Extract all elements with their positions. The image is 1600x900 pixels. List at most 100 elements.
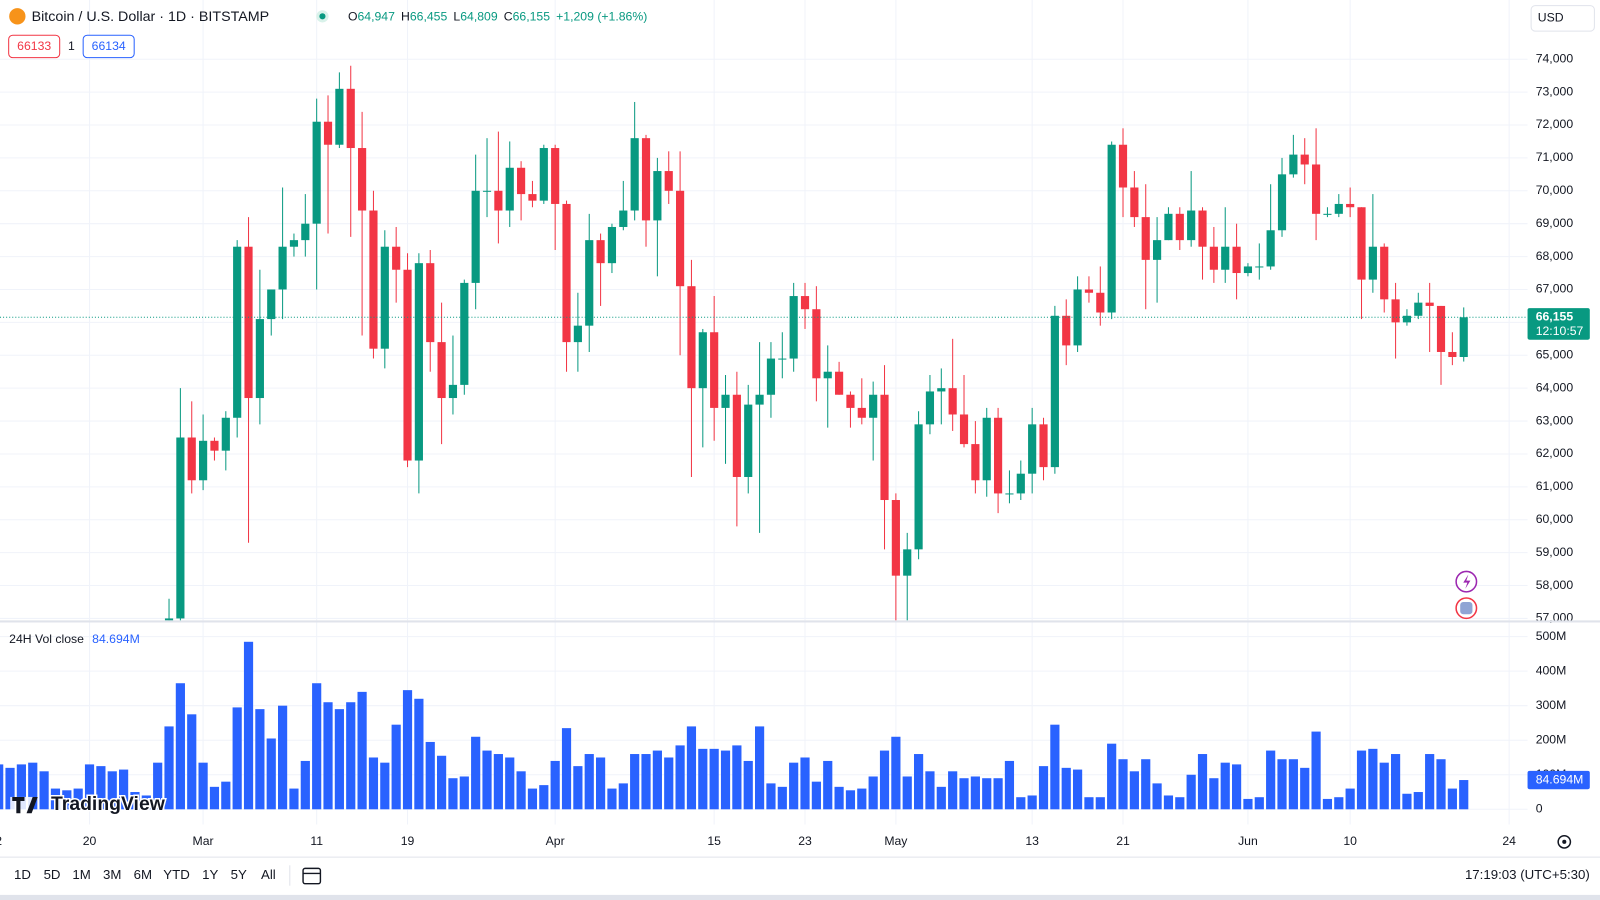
logo-mark (12, 796, 38, 814)
volume-bar (652, 750, 662, 810)
candle-body (505, 167, 514, 211)
candle-body (335, 88, 344, 145)
candle-body (1164, 213, 1173, 241)
candle-body (1016, 473, 1025, 494)
currency[interactable]: USD (1538, 11, 1564, 25)
volume-bar (357, 691, 367, 810)
candle-body (619, 210, 628, 227)
volume-bar (73, 788, 83, 810)
volume-bar (630, 754, 640, 810)
range-button[interactable]: 1D (14, 867, 31, 882)
sell-button[interactable] (8, 34, 61, 59)
candle-body (698, 332, 707, 389)
volume-tag (1527, 770, 1590, 790)
candle-body (664, 171, 673, 191)
candle-body (437, 342, 446, 399)
candle-body (255, 319, 264, 399)
candle-body (1028, 424, 1037, 474)
range-button[interactable]: 1Y (202, 867, 218, 882)
volume-bar (1209, 778, 1219, 810)
candle-body (1334, 203, 1343, 214)
y-tick-label: 70,000 (1536, 183, 1574, 197)
volume-bar (1141, 759, 1151, 810)
volume-bar (1050, 724, 1060, 810)
candle-body (585, 240, 594, 326)
range-button[interactable]: 3M (103, 867, 121, 882)
candle-body (369, 210, 378, 349)
buy-price[interactable]: 66134 (92, 39, 126, 53)
candle-body (1118, 144, 1128, 188)
currency-button[interactable] (1530, 5, 1595, 32)
volume-bar (62, 790, 72, 810)
y-tick-label: 500M (1536, 629, 1567, 643)
volume-legend-title: 24H Vol close (9, 632, 84, 646)
ohlc-key: C (504, 10, 513, 24)
candle-body (1243, 266, 1253, 274)
volume-bar (959, 778, 969, 810)
candle-body (710, 332, 719, 408)
volume-bar (39, 771, 49, 810)
candle-body (766, 358, 776, 395)
range-button[interactable]: 5Y (231, 867, 247, 882)
x-tick-label: 2 (0, 834, 2, 848)
x-tick-label: 15 (707, 834, 721, 848)
candle-body (1130, 187, 1139, 218)
volume-bar (1447, 788, 1457, 810)
range-button[interactable]: 1M (72, 867, 90, 882)
volume-bar (266, 738, 276, 810)
volume-bar (84, 764, 95, 810)
candle-body (1380, 246, 1389, 300)
market-status-dot (319, 13, 326, 20)
y-tick-label: 72,000 (1536, 117, 1574, 131)
candle-body (221, 417, 230, 451)
candle-body (1277, 174, 1287, 231)
volume-bar (550, 760, 560, 810)
buy-button[interactable] (82, 34, 135, 59)
y-tick-label: 74,000 (1536, 51, 1574, 65)
candle-body (653, 171, 662, 221)
x-tick-label: 13 (1025, 834, 1039, 848)
y-tick-label: 68,000 (1536, 249, 1574, 263)
volume-bar (1118, 759, 1128, 810)
volume-bar (96, 766, 106, 810)
volume-bar (1038, 766, 1049, 810)
candle-body (971, 444, 980, 481)
volume-bar (607, 788, 617, 810)
symbol-title[interactable]: Bitcoin / U.S. Dollar · 1D · BITSTAMP (32, 9, 270, 25)
volume-bar (1459, 780, 1469, 810)
volume-bar (1345, 788, 1355, 810)
range-button[interactable]: 6M (134, 867, 152, 882)
coin-icon (9, 8, 26, 25)
range-button[interactable]: YTD (163, 867, 190, 882)
candle-body (199, 440, 208, 481)
ohlc-key: O (348, 10, 358, 24)
candle-body (471, 190, 480, 283)
ohlc-value: 64,947 (357, 10, 395, 24)
range-button[interactable]: All (261, 867, 276, 882)
volume-bar (1175, 797, 1185, 810)
candle-body (1084, 289, 1094, 293)
candle-body (1232, 246, 1241, 274)
volume-bar (573, 766, 583, 810)
candle-body (1312, 164, 1321, 214)
calendar-icon[interactable] (302, 867, 322, 885)
x-tick-label: 10 (1343, 834, 1357, 848)
volume-bar (1084, 797, 1094, 810)
sell-price[interactable]: 66133 (17, 39, 51, 53)
settings-icon[interactable] (1557, 834, 1572, 849)
volume-bar (459, 776, 469, 810)
candle-body (732, 394, 741, 477)
volume-legend-value: 84.694M (92, 632, 140, 646)
clock[interactable]: 17:19:03 (UTC+5:30) (1465, 867, 1590, 882)
volume-bar (1300, 767, 1310, 810)
volume-bar (982, 778, 992, 810)
volume-bar (868, 776, 878, 810)
candle-body (1391, 299, 1400, 323)
candle-body (1346, 203, 1355, 208)
candle-body (210, 440, 219, 451)
range-button[interactable]: 5D (44, 867, 61, 882)
candle-body (187, 437, 196, 481)
volume-bar (1072, 769, 1083, 810)
